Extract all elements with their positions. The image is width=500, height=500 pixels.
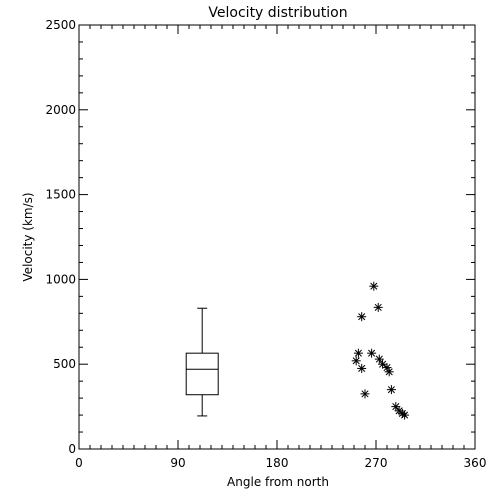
data-point: [386, 385, 396, 395]
y-tick-label: 1000: [45, 272, 76, 286]
x-tick-label: 270: [365, 456, 388, 470]
x-tick-label: 360: [464, 456, 487, 470]
x-tick-label: 0: [75, 456, 83, 470]
data-point: [353, 348, 363, 358]
data-point: [384, 367, 394, 377]
data-point: [400, 410, 410, 420]
y-tick-label: 2000: [45, 103, 76, 117]
data-point: [351, 356, 361, 366]
data-point: [357, 312, 367, 322]
x-axis-label: Angle from north: [227, 475, 329, 489]
y-axis-label: Velocity (km/s): [21, 192, 35, 281]
x-tick-label: 90: [170, 456, 185, 470]
plot-frame: [78, 24, 476, 450]
data-point: [367, 348, 377, 358]
axis-ticks: 0 90 180 270 360 0 500 1000 1500 2000 2500: [45, 18, 486, 470]
y-tick-label: 2500: [45, 18, 76, 32]
y-tick-label: 0: [68, 442, 76, 456]
scatter-points: [351, 281, 410, 420]
data-point: [374, 354, 384, 364]
box-iqr: [185, 352, 219, 396]
y-tick-label: 1500: [45, 188, 76, 202]
data-point: [373, 302, 383, 312]
x-tick-label: 180: [266, 456, 289, 470]
chart-title: Velocity distribution: [208, 5, 347, 21]
data-point: [369, 281, 379, 291]
data-point: [360, 389, 370, 399]
data-point: [357, 363, 367, 373]
y-tick-label: 500: [53, 357, 76, 371]
box-plot: [185, 307, 219, 417]
